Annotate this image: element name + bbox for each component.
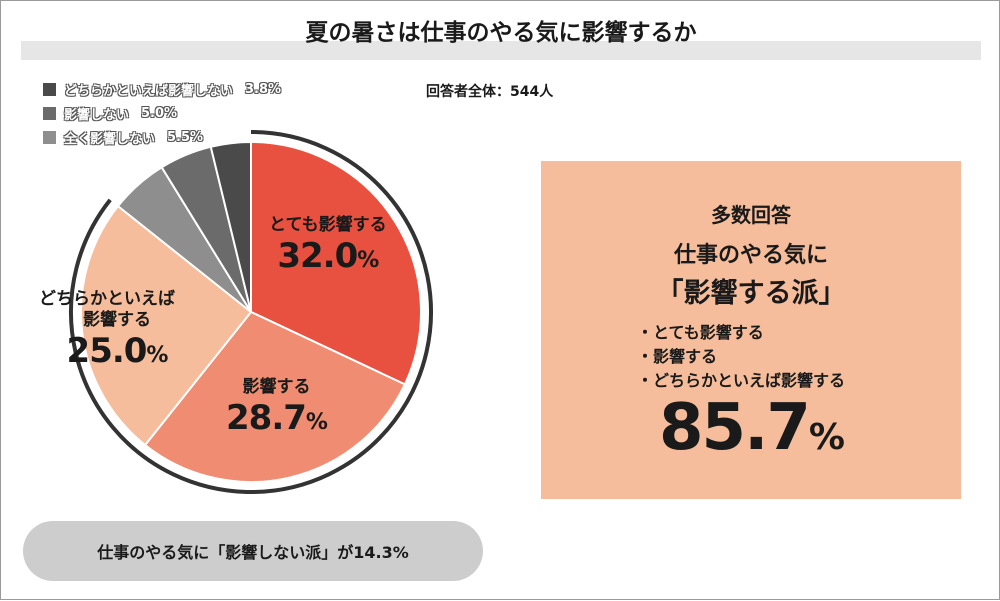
legend-value: 5.5% [167, 129, 204, 145]
panel-line-1: 仕事のやる気に [673, 243, 828, 268]
majority-panel: 多数回答 仕事のやる気に 「影響する派」 ・とても影響する ・影響する ・どちら… [541, 161, 961, 499]
title-bar [21, 41, 981, 60]
legend-label: どちらかといえば影響しない [64, 83, 234, 99]
legend-label: 全く影響しない [64, 131, 156, 147]
chart-title: 夏の暑さは仕事のやる気に影響するか [305, 20, 697, 46]
pie-slice [80, 204, 253, 447]
slice-label-affected: 影響する 28.7% [226, 377, 328, 443]
slice-name: 影響する [83, 310, 151, 330]
legend-value: 3.8% [245, 81, 282, 97]
pie-slice [143, 310, 407, 483]
legend: どちらかといえば影響しない 3.8% 影響しない 5.0% 全く影響しない 5.… [43, 77, 281, 149]
slice-label-very-affected: とても影響する 32.0% [269, 215, 387, 281]
legend-item: 影響しない 5.0% [43, 101, 281, 125]
panel-total: 85.7% [659, 391, 845, 465]
pie-slice [250, 140, 422, 386]
legend-item: どちらかといえば影響しない 3.8% [43, 77, 281, 101]
slice-name: とても影響する [269, 215, 387, 235]
footer-summary: 仕事のやる気に「影響しない派」が14.3% [23, 521, 483, 581]
legend-swatch [43, 130, 56, 144]
panel-heading: 多数回答 [711, 203, 791, 227]
legend-item: 全く影響しない 5.5% [43, 125, 281, 149]
legend-value: 5.0% [141, 105, 178, 121]
slice-label-somewhat-affected: どちらかといえば 影響する 25.0% [39, 289, 175, 376]
legend-swatch [43, 82, 56, 96]
slice-percent: 25.0% [66, 331, 169, 371]
legend-swatch [43, 106, 56, 120]
respondent-count: 回答者全体：544人 [426, 84, 554, 100]
pie-slice [209, 140, 252, 313]
slice-percent: 28.7% [226, 398, 328, 438]
legend-label: 影響しない [64, 107, 130, 123]
group-bracket-arc [69, 130, 433, 494]
panel-list-item: ・どちらかといえば影響する [637, 371, 846, 390]
panel-list-item: ・影響する [637, 347, 718, 366]
panel-list-item: ・とても影響する [637, 323, 764, 342]
panel-list: ・とても影響する ・影響する ・どちらかといえば影響する [637, 321, 845, 393]
slice-name: どちらかといえば [39, 289, 175, 309]
slice-percent: 32.0% [277, 236, 379, 276]
slice-name: 影響する [242, 377, 311, 397]
panel-line-2: 「影響する派」 [656, 278, 846, 309]
